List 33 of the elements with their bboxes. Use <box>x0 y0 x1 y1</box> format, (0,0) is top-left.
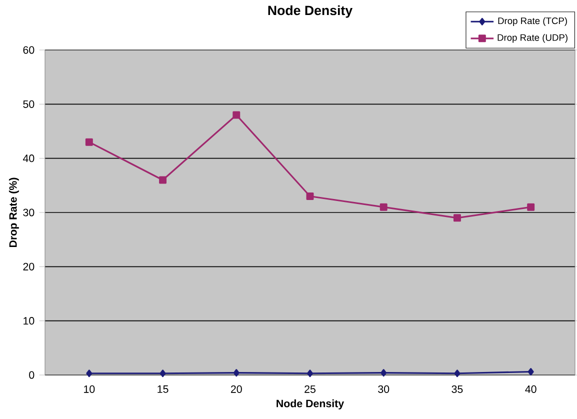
y-tick-label: 50 <box>23 100 34 108</box>
x-axis-title: Node Density <box>276 399 344 410</box>
x-tick-label: 30 <box>378 385 390 393</box>
point <box>527 203 535 211</box>
point <box>86 370 92 378</box>
point <box>159 176 167 184</box>
y-tick-label: 10 <box>24 317 34 325</box>
x-tick-label: 35 <box>452 385 463 393</box>
y-tick-label: 60 <box>23 46 34 54</box>
y-tick-label: 20 <box>23 262 34 270</box>
y-axis-title: Drop Rate (%) <box>8 178 19 248</box>
point <box>232 111 240 119</box>
y-tick-label: 30 <box>23 208 34 216</box>
point <box>380 203 388 211</box>
x-tick-label: 25 <box>304 385 316 393</box>
y-tick-label: 0 <box>29 371 34 379</box>
point <box>306 192 314 200</box>
point <box>453 214 461 222</box>
point <box>160 370 166 378</box>
point <box>380 369 387 377</box>
legend-label: Drop Rate (UDP) <box>498 34 568 43</box>
chart-title: Node Density <box>268 5 353 18</box>
point <box>528 368 534 376</box>
point <box>307 370 314 378</box>
point <box>85 138 93 146</box>
x-tick-label: 20 <box>231 385 242 393</box>
x-tick-label: 10 <box>84 385 95 393</box>
y-tick-label: 40 <box>22 154 34 162</box>
point <box>233 369 240 377</box>
x-tick-label: 40 <box>525 385 536 393</box>
x-tick-label: 15 <box>158 385 168 393</box>
legend-label: Drop Rate (TCP) <box>498 17 567 26</box>
point <box>454 370 460 378</box>
